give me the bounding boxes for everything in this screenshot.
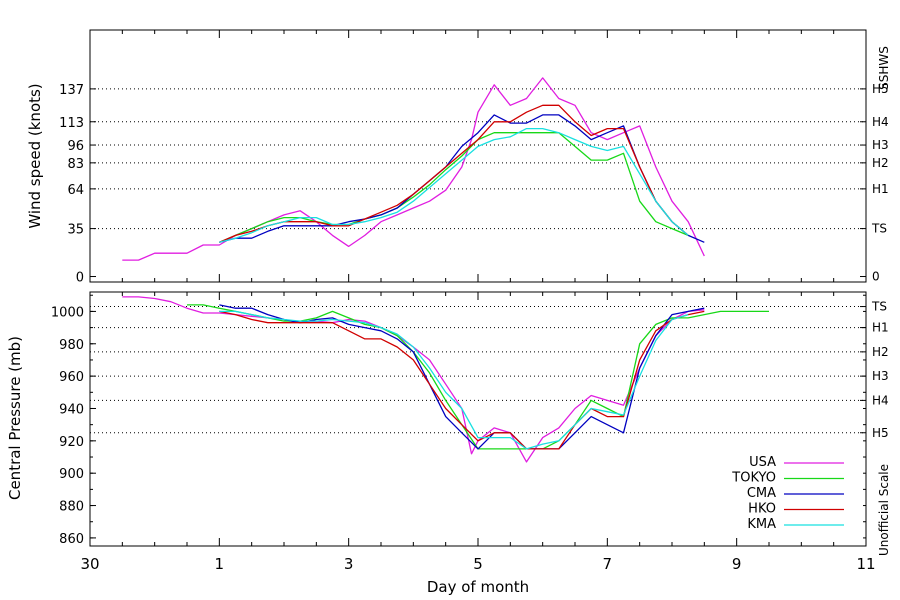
pressure-series-tokyo: [187, 304, 769, 450]
legend-label-cma: CMA: [747, 486, 776, 501]
pressure-right-tick-label: H2: [872, 345, 889, 359]
wind-series-hko: [219, 104, 689, 243]
legend-label-usa: USA: [749, 455, 776, 470]
wind-y-tick-label: 35: [67, 223, 84, 238]
wind-right-tick-label: H3: [872, 138, 889, 152]
x-tick-label: 1: [215, 555, 225, 573]
wind-plot-frame: [89, 29, 867, 283]
pressure-y-tick-label: 900: [59, 467, 84, 482]
wind-right-tick-label: H5: [872, 82, 889, 96]
wind-right-tick-label: H1: [872, 182, 889, 196]
pressure-right-tick-label: H3: [872, 369, 889, 383]
wind-right-tick-label: TS: [871, 222, 887, 236]
x-tick-label: 3: [344, 555, 354, 573]
x-tick-label: 30: [80, 555, 99, 573]
pressure-y-tick-label: 920: [59, 435, 84, 450]
pressure-y-tick-label: 1000: [51, 305, 84, 320]
pressure-series-hko: [219, 310, 705, 450]
wind-y-axis-label: Wind speed (knots): [26, 83, 44, 228]
legend-label-tokyo: TOKYO: [731, 471, 776, 486]
pressure-series-cma: [219, 304, 705, 450]
wind-y-tick-label: 83: [67, 157, 84, 172]
wind-y-tick-label: 96: [67, 139, 84, 154]
pressure-y-tick-label: 940: [59, 402, 84, 417]
pressure-series-group: [122, 296, 769, 463]
pressure-y-tick-label: 880: [59, 500, 84, 515]
sshws-scale-label: SSHWS: [877, 46, 891, 90]
wind-series-cma: [219, 114, 705, 243]
pressure-series-usa: [122, 296, 705, 463]
x-tick-label: 9: [732, 555, 742, 573]
wind-y-tick-label: 113: [59, 116, 84, 131]
pressure-right-tick-label: H4: [872, 393, 889, 407]
wind-y-tick-label: 0: [76, 271, 84, 286]
wind-ticks: 0 TS H1 H2 H3 H4 H5 0 35 64 83 96 113 137: [59, 30, 889, 286]
pressure-y-tick-label: 960: [59, 370, 84, 385]
wind-right-tick-label: H4: [872, 115, 889, 129]
wind-right-tick-label: 0: [872, 270, 880, 284]
x-axis-label: Day of month: [427, 578, 529, 596]
pressure-ticks: TS H1 H2 H3 H4 H5 860 880 900 920 940 960 980 1000 30 1…: [51, 292, 889, 573]
x-tick-label: 11: [856, 555, 875, 573]
pressure-grid: [90, 306, 866, 434]
pressure-series-kma: [219, 310, 689, 450]
wind-series-group: [122, 77, 705, 261]
legend-label-hko: HKO: [748, 502, 776, 517]
pressure-right-tick-label: H1: [872, 321, 889, 335]
wind-grid: [90, 88, 866, 230]
unofficial-scale-label: Unofficial Scale: [877, 464, 891, 556]
wind-speed-panel: 0 TS H1 H2 H3 H4 H5 0 35 64 83 96 113 137 Wind speed …: [26, 29, 891, 286]
pressure-y-axis-label: Central Pressure (mb): [6, 336, 24, 500]
pressure-y-tick-label: 980: [59, 338, 84, 353]
pressure-y-tick-label: 860: [59, 532, 84, 547]
wind-series-tokyo: [219, 132, 689, 243]
x-tick-label: 7: [603, 555, 613, 573]
pressure-right-tick-label: TS: [871, 300, 887, 314]
wind-series-usa: [122, 77, 705, 261]
wind-right-tick-label: H2: [872, 156, 889, 170]
legend-label-kma: KMA: [747, 517, 776, 532]
wind-series-kma: [219, 127, 689, 243]
pressure-panel: TS H1 H2 H3 H4 H5 860 880 900 920 940 960 980 1000 30 1…: [6, 291, 891, 596]
x-tick-label: 5: [473, 555, 483, 573]
wind-y-tick-label: 137: [59, 83, 84, 98]
wind-y-tick-label: 64: [67, 183, 84, 198]
pressure-right-tick-label: H5: [872, 426, 889, 440]
